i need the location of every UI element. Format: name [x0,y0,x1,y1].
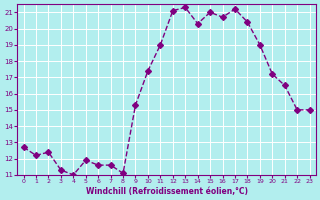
X-axis label: Windchill (Refroidissement éolien,°C): Windchill (Refroidissement éolien,°C) [85,187,248,196]
